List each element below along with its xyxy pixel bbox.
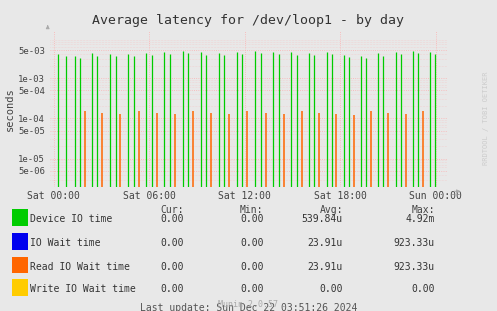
Text: 923.33u: 923.33u — [394, 238, 435, 248]
Text: IO Wait time: IO Wait time — [30, 238, 100, 248]
FancyBboxPatch shape — [12, 209, 28, 226]
Text: 23.91u: 23.91u — [308, 238, 343, 248]
Text: Cur:: Cur: — [161, 205, 184, 215]
FancyBboxPatch shape — [12, 279, 28, 296]
Text: Device IO time: Device IO time — [30, 214, 112, 224]
Text: 0.00: 0.00 — [320, 284, 343, 294]
Text: Min:: Min: — [240, 205, 263, 215]
Text: Max:: Max: — [412, 205, 435, 215]
Text: 539.84u: 539.84u — [302, 214, 343, 224]
Text: 4.92m: 4.92m — [406, 214, 435, 224]
Text: 0.00: 0.00 — [161, 262, 184, 272]
Text: 0.00: 0.00 — [240, 262, 263, 272]
Text: 923.33u: 923.33u — [394, 262, 435, 272]
FancyBboxPatch shape — [12, 233, 28, 249]
Text: Write IO Wait time: Write IO Wait time — [30, 284, 136, 294]
Text: Last update: Sun Dec 22 03:51:26 2024: Last update: Sun Dec 22 03:51:26 2024 — [140, 303, 357, 311]
Y-axis label: seconds: seconds — [5, 87, 15, 131]
Text: Avg:: Avg: — [320, 205, 343, 215]
Text: 0.00: 0.00 — [240, 284, 263, 294]
Title: Average latency for /dev/loop1 - by day: Average latency for /dev/loop1 - by day — [92, 14, 405, 27]
FancyBboxPatch shape — [12, 257, 28, 273]
Text: 0.00: 0.00 — [412, 284, 435, 294]
Text: 0.00: 0.00 — [161, 214, 184, 224]
Text: 0.00: 0.00 — [161, 284, 184, 294]
Text: Read IO Wait time: Read IO Wait time — [30, 262, 130, 272]
Text: RRDTOOL / TOBI OETIKER: RRDTOOL / TOBI OETIKER — [483, 72, 489, 165]
Text: 0.00: 0.00 — [240, 238, 263, 248]
Text: 0.00: 0.00 — [161, 238, 184, 248]
Text: Munin 2.0.57: Munin 2.0.57 — [219, 300, 278, 309]
Text: 0.00: 0.00 — [240, 214, 263, 224]
Text: 23.91u: 23.91u — [308, 262, 343, 272]
